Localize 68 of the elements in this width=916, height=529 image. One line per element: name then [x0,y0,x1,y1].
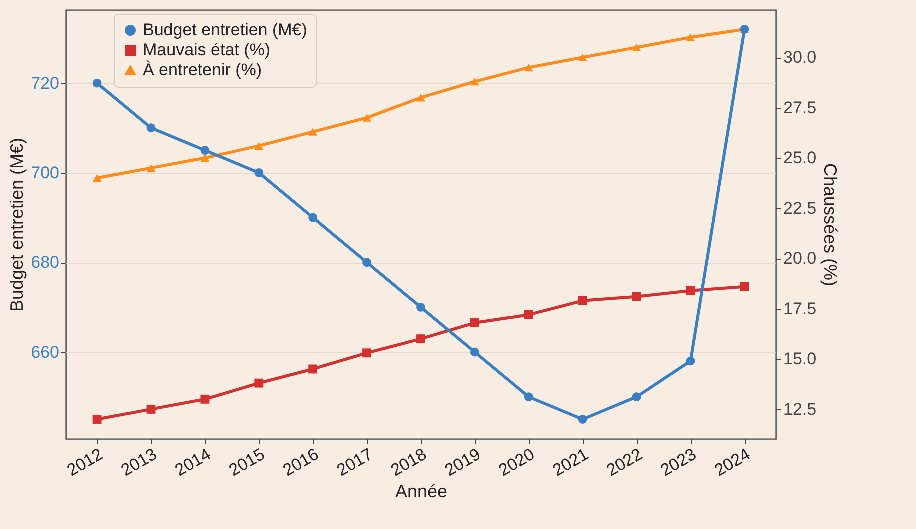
point [740,282,750,292]
y2-tick-label: 20.0 [784,249,817,268]
y2-tick-label: 27.5 [784,98,817,118]
y2-tick-label: 12.5 [784,400,817,419]
point [146,124,156,133]
point [146,164,156,172]
point [416,94,426,102]
x-axis-title: Année [395,481,448,502]
point [362,258,372,268]
y2-tick-label: 15.0 [784,350,817,369]
x-tick-label: 2024 [711,444,754,480]
point [92,415,102,424]
x-tick-label: 2015 [226,444,268,480]
x-tick-label: 2023 [657,444,700,480]
y-tick-label: 660 [31,342,60,362]
y2-axis-title: Chaussées (%) [820,163,841,287]
x-tick-label: 2017 [334,444,376,480]
x-tick-label: 2013 [118,444,160,480]
point [632,292,642,302]
point [524,64,534,72]
point [92,174,102,182]
point [254,378,264,388]
point [308,364,318,374]
legend-label: À entretenir (%) [143,60,262,80]
y2-tick-label: 22.5 [784,198,817,218]
x-tick-label: 2016 [280,444,322,480]
point [362,114,372,122]
point [146,404,156,414]
point [308,128,318,136]
point [578,54,588,62]
point [92,78,102,88]
point [632,44,642,52]
point [254,168,264,178]
y-tick-label: 700 [31,163,60,182]
point [470,78,480,86]
point [470,318,480,328]
point [524,310,534,320]
y-axis-title: Budget entretien (M€) [7,138,28,312]
point [578,415,588,424]
point [416,302,426,312]
point [686,286,696,296]
x-tick-label: 2012 [64,444,106,480]
point [686,356,696,366]
point [308,213,318,222]
x-tick-label: 2021 [550,444,592,480]
legend-label: Mauvais état (%) [143,40,271,60]
y2-tick-label: 25.0 [784,148,817,168]
x-tick-label: 2020 [496,444,538,480]
point [200,154,210,162]
y2-tick-label: 30.0 [784,48,817,68]
point [416,334,426,344]
point [200,146,210,155]
point [524,392,534,402]
y-tick-label: 680 [31,253,60,272]
legend-label: Budget entretien (M€) [143,20,308,40]
y-tick-label: 720 [31,74,60,93]
point [200,394,210,404]
x-tick-label: 2014 [172,444,214,480]
x-tick-label: 2022 [604,444,646,480]
point [254,142,264,150]
point [362,348,372,358]
point [632,392,642,402]
point [470,348,480,357]
x-tick-label: 2019 [442,444,484,480]
x-tick-label: 2018 [388,444,430,480]
point [686,34,696,42]
point [578,296,588,306]
y2-tick-label: 17.5 [784,299,817,318]
